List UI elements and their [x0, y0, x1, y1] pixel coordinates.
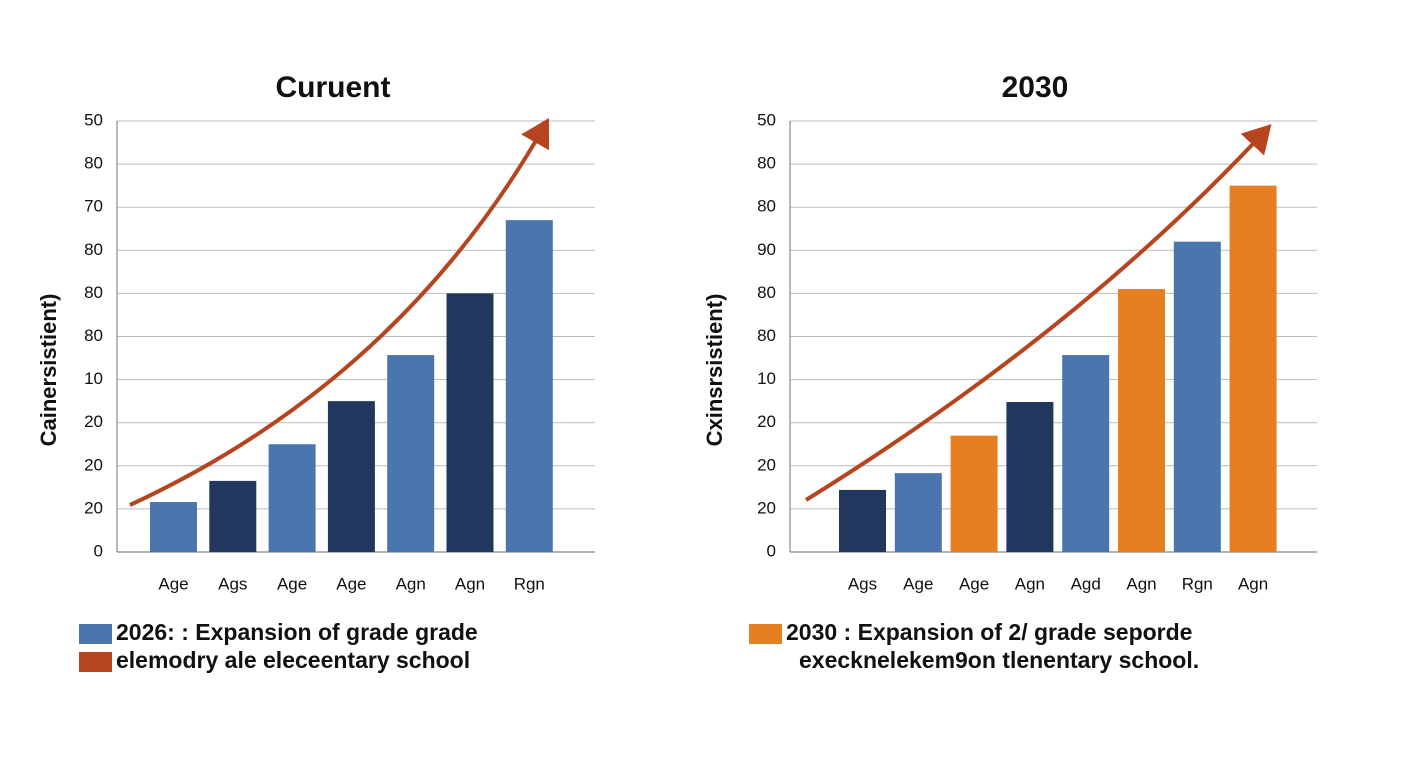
x-tick-label: Agn	[396, 574, 426, 593]
bar	[505, 220, 553, 552]
x-tick-label: Ags	[218, 574, 247, 593]
legend-label: 2026: : Expansion of grade grade	[116, 619, 478, 645]
y-tick-label: 80	[84, 154, 103, 173]
x-tick-label: Rgn	[1182, 574, 1213, 593]
trend-arrow	[804, 124, 1272, 502]
chart-title: 2030	[1002, 71, 1069, 104]
x-tick-label: Agn	[1126, 574, 1156, 593]
legend-label: elemodry ale eleceentary school	[116, 647, 470, 673]
bar	[209, 480, 257, 552]
x-tick-label: Rgn	[514, 574, 545, 593]
x-tick-label: Age	[959, 574, 989, 593]
x-tick-label: Agn	[455, 574, 485, 593]
y-tick-label: 20	[757, 455, 776, 474]
bar	[268, 444, 316, 552]
legend-swatch	[79, 652, 112, 672]
bar	[387, 355, 435, 552]
y-axis-label: Cainersistient)	[36, 294, 61, 447]
y-tick-label: 80	[757, 326, 776, 345]
x-tick-label: Agd	[1071, 574, 1101, 593]
y-tick-label: 80	[757, 283, 776, 302]
y-tick-label: 10	[757, 369, 776, 388]
y-tick-label: 90	[757, 240, 776, 259]
y-tick-label: 10	[84, 369, 103, 388]
chart-title: Curuent	[276, 71, 391, 104]
x-tick-label: Age	[336, 574, 366, 593]
x-tick-label: Ags	[848, 574, 877, 593]
y-tick-label: 80	[757, 197, 776, 216]
y-tick-label: 80	[757, 154, 776, 173]
y-tick-label: 0	[767, 541, 776, 560]
bar	[1173, 241, 1221, 552]
y-tick-label: 20	[84, 498, 103, 517]
bar	[1006, 402, 1054, 552]
y-tick-label: 80	[84, 326, 103, 345]
y-tick-label: 50	[757, 110, 776, 129]
bar	[150, 502, 197, 552]
legend-label: 2030 : Expansion of 2/ grade seporde	[786, 619, 1192, 645]
y-tick-label: 20	[757, 498, 776, 517]
bar	[446, 293, 494, 552]
y-axis-label: Cxinsrsistient)	[702, 294, 727, 447]
x-tick-label: Agn	[1238, 574, 1268, 593]
bar	[950, 435, 998, 552]
bar	[1062, 355, 1110, 552]
bar	[327, 401, 375, 552]
legend-label: execknelekem9on tlenentary school.	[799, 647, 1199, 673]
bar	[1229, 185, 1277, 552]
bar	[894, 473, 942, 552]
x-tick-label: Agn	[1015, 574, 1045, 593]
y-tick-label: 0	[94, 541, 103, 560]
trend-arrow	[129, 118, 550, 507]
y-tick-label: 20	[84, 455, 103, 474]
x-tick-label: Age	[903, 574, 933, 593]
bar	[1118, 289, 1165, 552]
y-tick-label: 50	[84, 110, 103, 129]
legend-swatch	[79, 624, 112, 644]
bar	[839, 489, 886, 552]
legend-swatch	[749, 624, 782, 644]
y-tick-label: 20	[84, 412, 103, 431]
x-tick-label: Age	[158, 574, 188, 593]
y-tick-label: 70	[84, 197, 103, 216]
y-tick-label: 80	[84, 240, 103, 259]
y-tick-label: 80	[84, 283, 103, 302]
x-tick-label: Age	[277, 574, 307, 593]
y-tick-label: 20	[757, 412, 776, 431]
